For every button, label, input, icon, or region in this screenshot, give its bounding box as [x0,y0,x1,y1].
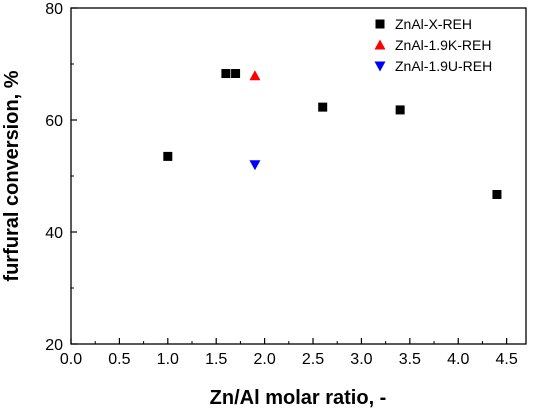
data-point [249,160,261,171]
x-tick-label: 1.0 [157,351,179,368]
legend-label: ZnAl-1.9K-REH [395,37,491,53]
x-tick-label: 1.5 [205,351,227,368]
x-tick-label: 2.0 [253,351,275,368]
legend-label: ZnAl-1.9U-REH [395,58,492,74]
y-axis-ticks: 20 40 60 80 [45,1,77,354]
y-tick-label: 40 [45,225,63,242]
x-tick-label: 2.5 [302,351,324,368]
x-tick-label: 0.0 [60,351,82,368]
data-point [318,102,328,112]
x-tick-label: 3.0 [350,351,372,368]
x-tick-label: 0.5 [108,351,130,368]
x-axis-ticks: 0.0 0.5 1.0 1.5 2.0 2.5 3.0 3.5 4.0 4.5 [60,338,518,368]
data-points [163,69,502,199]
data-point [492,189,502,199]
data-point [231,69,241,79]
x-tick-label: 4.0 [447,351,469,368]
y-tick-label: 80 [45,1,63,18]
x-tick-label: 4.5 [496,351,518,368]
legend: ZnAl-X-REH ZnAl-1.9K-REH ZnAl-1.9U-REH [374,16,492,74]
data-point [221,69,231,79]
x-axis-label: Zn/Al molar ratio, - [210,387,387,409]
x-tick-label: 3.5 [399,351,421,368]
legend-label: ZnAl-X-REH [395,16,472,32]
legend-marker [374,39,386,50]
data-point [395,105,405,115]
y-tick-label: 60 [45,113,63,130]
y-axis-label: furfural conversion, % [1,70,23,281]
data-point [163,151,173,161]
data-point [249,70,261,81]
legend-marker [375,19,385,29]
y-tick-label: 20 [45,337,63,354]
legend-marker [374,61,386,72]
